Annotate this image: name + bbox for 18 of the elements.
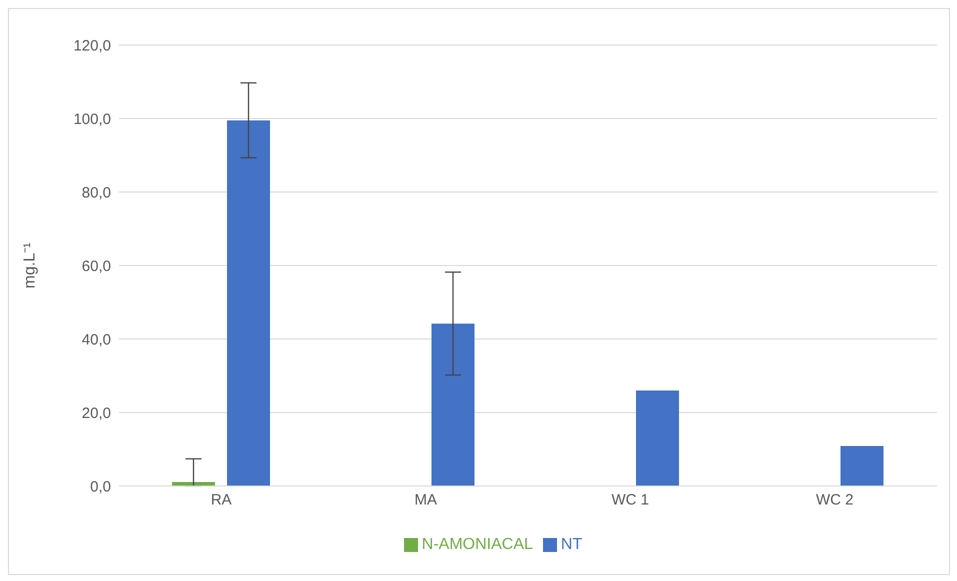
x-tick-label: MA [414,492,437,509]
bar [840,446,884,486]
y-axis-title: mg.L⁻¹ [22,242,39,288]
bar [227,120,270,486]
legend-label: N-AMONIACAL [422,536,533,553]
x-tick-label: WC 2 [816,492,854,509]
y-tick-label: 20,0 [82,404,111,422]
y-tick-label: 80,0 [82,184,111,202]
x-tick-label: WC 1 [612,492,649,509]
y-tick-label: 40,0 [82,331,111,348]
y-tick-label: 100,0 [73,110,111,128]
x-tick-label: RA [210,492,232,509]
y-tick-label: 60,0 [82,258,111,275]
bar [636,390,679,486]
bar [432,324,474,486]
y-tick-label: 120,0 [73,37,111,54]
y-tick-label: 0,0 [90,478,111,496]
legend-label: NT [560,536,582,553]
